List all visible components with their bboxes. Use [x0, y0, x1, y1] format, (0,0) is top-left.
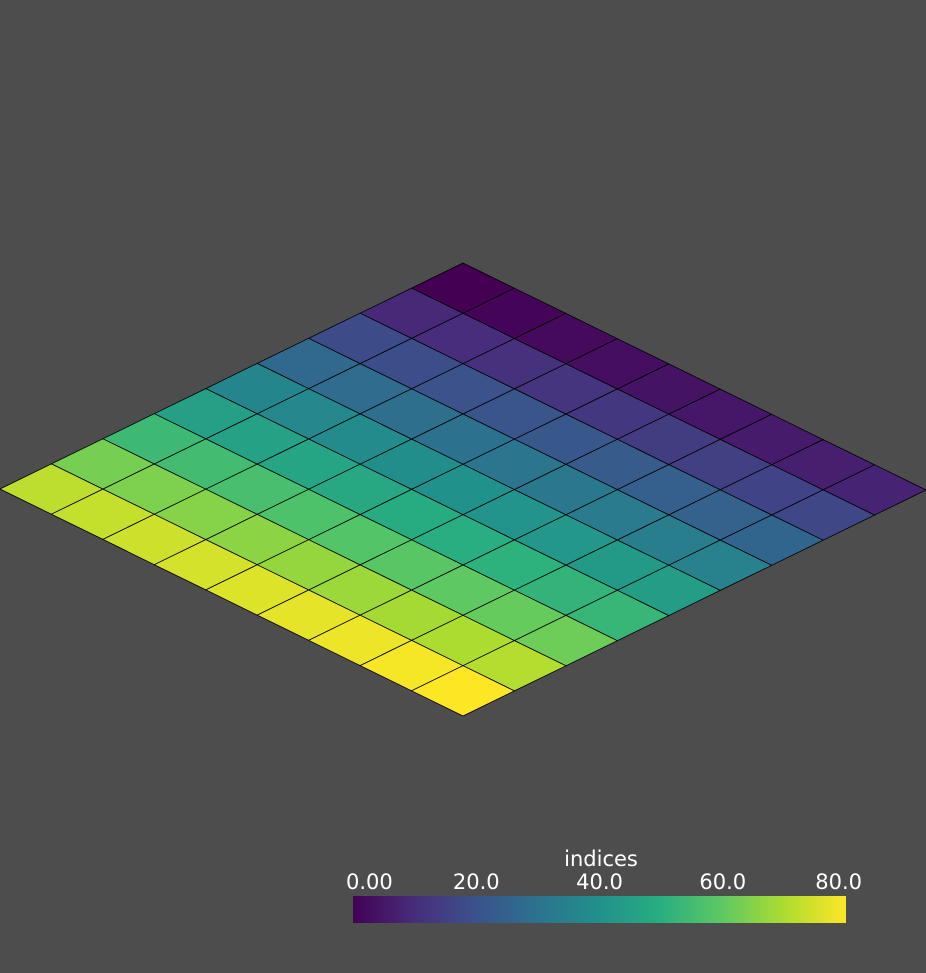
- scalar-bar-tick-label: 60.0: [699, 870, 746, 894]
- scalar-bar-tick-label: 20.0: [453, 870, 500, 894]
- mesh-grid: [0, 262, 926, 717]
- scalar-bar-title: indices: [564, 847, 638, 871]
- mesh-cell: [410, 665, 516, 717]
- scalar-bar-gradient: [353, 896, 846, 923]
- scalar-bar-tick-label: 80.0: [815, 870, 862, 894]
- scalar-bar-tick-label: 0.00: [346, 870, 393, 894]
- scalar-bar-ticks: 0.00 20.0 40.0 60.0 80.0: [346, 870, 862, 894]
- scalar-bar: indices 0.00 20.0 40.0 60.0 80.0: [346, 847, 862, 923]
- scalar-bar-tick-label: 40.0: [576, 870, 623, 894]
